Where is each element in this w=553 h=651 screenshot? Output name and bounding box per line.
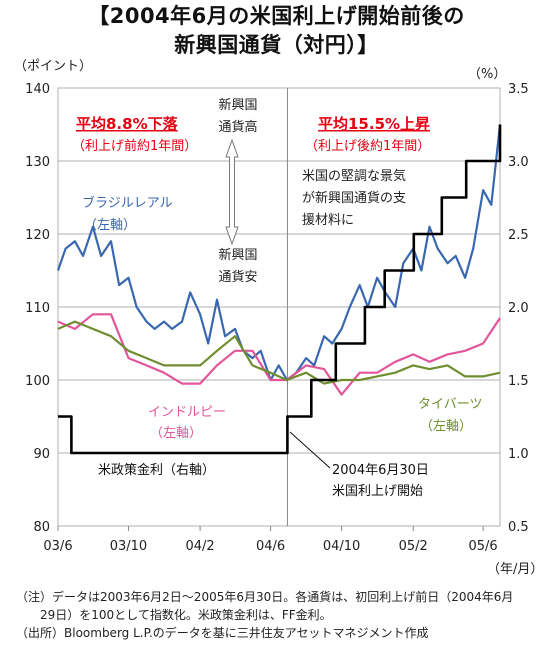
footnote-line-2: 29日）を100として指数化。米政策金利は、FF金利。 (16, 608, 332, 622)
india-axis-label: （左軸） (150, 426, 202, 441)
x-tick-label: 04/2 (185, 539, 214, 554)
y-left-tick-label: 80 (33, 520, 50, 535)
x-tick-label: 04/6 (256, 539, 285, 554)
y-left-tick-label: 130 (25, 155, 50, 170)
y-left-tick-label: 100 (25, 374, 50, 389)
x-tick-label: 05/6 (469, 539, 498, 554)
y-right-tick-label: 0.5 (508, 520, 529, 535)
economy-note-2: が新興国通貨の支 (302, 190, 406, 206)
series-line-thai (57, 320, 501, 385)
right-axis-unit: （%） (468, 67, 506, 82)
y-left-tick-label: 120 (25, 228, 50, 243)
y-right-tick-label: 2.0 (508, 301, 529, 316)
footnotes: （注）データは2003年6月2日～2005年6月30日。各通貨は、初回利上げ前日… (16, 588, 546, 642)
y-right-tick-label: 1.0 (508, 447, 529, 462)
y-left-tick-label: 140 (25, 82, 50, 97)
double-arrow-icon (225, 138, 239, 246)
chart-title-line2: 新興国通貨（対円）】 (174, 33, 379, 57)
y-right-tick-label: 3.0 (508, 155, 529, 170)
y-right-tick-label: 3.5 (508, 82, 529, 97)
pre-period-label: （利上げ前約1年間） (72, 138, 197, 154)
footnote-line-3: （出所）Bloomberg L.P.のデータを基に三井住友アセットマネジメント作… (16, 626, 429, 640)
currency-strong-label-2: 通貨高 (218, 119, 257, 135)
india-series-label: インドルピー (148, 405, 226, 420)
chart-svg: 80 90 100 110 120 130 140 0.5 1.0 1.5 2.0 2.5 3.0 3.5… (14, 59, 543, 577)
x-tick-label: 03/6 (43, 539, 72, 554)
y-right-tick-label: 2.5 (508, 228, 529, 243)
x-tick-label: 04/10 (323, 539, 360, 554)
brazil-series-label: ブラジルレアル (82, 195, 173, 211)
series-layer (56, 124, 502, 455)
hike-start-date: 2004年6月30日 (332, 463, 429, 478)
brazil-axis-label: （左軸） (84, 218, 136, 233)
pre-average-label: 平均8.8%下落 (76, 115, 179, 133)
economy-note-3: 援材料に (302, 213, 354, 228)
post-average-label: 平均15.5%上昇 (318, 115, 430, 133)
y-left-tick-label: 110 (25, 301, 50, 316)
footnote-line-1: （注）データは2003年6月2日～2005年6月30日。各通貨は、初回利上げ前日… (16, 590, 514, 604)
post-period-label: （利上げ後約1年間） (305, 139, 430, 154)
chart-title-line1: 【2004年6月の米国利上げ開始前後の (88, 4, 465, 28)
left-axis-unit: （ポイント） (14, 59, 92, 74)
thai-axis-label: （左軸） (420, 419, 472, 434)
x-tick-label: 03/10 (110, 539, 147, 554)
currency-weak-label-1: 新興国 (218, 247, 257, 263)
series-line-ffrate (58, 124, 502, 455)
y-right-tick-label: 1.5 (508, 374, 529, 389)
economy-note-1: 米国の堅調な景気 (302, 168, 406, 184)
x-axis-unit: （年/月） (487, 562, 543, 577)
thai-series-label: タイバーツ (418, 397, 482, 412)
x-tick-label: 05/2 (399, 539, 428, 554)
series-line-india (57, 313, 501, 396)
hike-start-label: 米国利上げ開始 (332, 484, 423, 499)
currency-weak-label-2: 通貨安 (218, 269, 257, 285)
ffrate-series-label: 米政策金利（右軸） (98, 462, 215, 478)
axis-layer: 80 90 100 110 120 130 140 0.5 1.0 1.5 2.0 2.5 3.0 3.5… (25, 82, 529, 554)
series-line-brazil (56, 124, 502, 382)
currency-strong-label-1: 新興国 (218, 97, 257, 113)
y-left-tick-label: 90 (33, 447, 50, 462)
hike-start-pointer (289, 431, 331, 469)
